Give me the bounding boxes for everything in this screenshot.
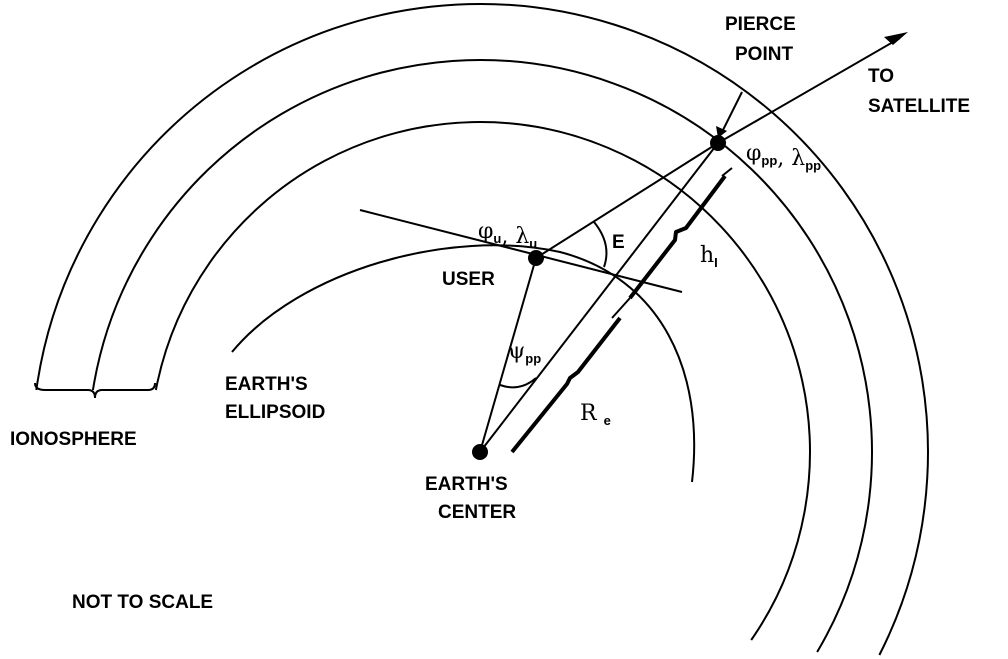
symbol: φ xyxy=(746,141,761,166)
arrowhead xyxy=(884,32,908,45)
radius-bracket xyxy=(510,316,622,454)
subscript: u xyxy=(493,231,501,246)
radius-label: R e xyxy=(580,401,611,428)
subscript: pp xyxy=(805,158,821,173)
label: USER xyxy=(442,269,495,290)
label: IONOSPHERE xyxy=(10,429,137,450)
ionosphere-arc xyxy=(35,3,929,656)
subscript: I xyxy=(714,255,718,270)
user-dot xyxy=(528,250,544,266)
pierce-point-dot xyxy=(710,135,726,151)
symbol: φ xyxy=(478,219,493,244)
label: CENTER xyxy=(438,502,516,523)
label: POINT xyxy=(735,44,793,65)
psi-angle-arc xyxy=(499,377,537,389)
earth-ellipsoid xyxy=(231,244,696,483)
ionosphere-arc xyxy=(91,59,873,653)
tangent-line xyxy=(359,209,683,293)
center-dot xyxy=(472,444,488,460)
user-to-pierce-line xyxy=(535,142,719,259)
elevation-angle-arc xyxy=(593,221,608,268)
satellite-line xyxy=(717,37,901,144)
ionosphere-brace xyxy=(34,382,156,399)
user-coords: φu, λu xyxy=(478,219,537,251)
ionosphere-arc xyxy=(154,121,811,641)
bracket-ticks xyxy=(611,167,733,319)
pointer-head xyxy=(716,126,727,138)
subscript: u xyxy=(529,236,537,251)
height-bracket xyxy=(628,174,727,300)
label: PIERCE xyxy=(725,14,796,35)
symbol: , λ xyxy=(777,146,805,171)
symbol: h xyxy=(700,243,714,268)
center-to-user-line xyxy=(479,257,537,453)
label: E xyxy=(612,232,625,253)
label: NOT TO SCALE xyxy=(72,592,213,613)
psi-label: ψpp xyxy=(508,339,541,366)
label: ELLIPSOID xyxy=(225,402,325,423)
center-to-pierce-line xyxy=(479,142,719,453)
label: TO xyxy=(868,66,894,87)
label: EARTH'S xyxy=(425,474,508,495)
label: SATELLITE xyxy=(868,96,970,117)
pierce-pointer xyxy=(721,91,743,133)
label: EARTH'S xyxy=(225,374,308,395)
subscript: pp xyxy=(761,153,777,168)
pierce-coords: φpp, λpp xyxy=(746,141,821,173)
symbol: ψ xyxy=(508,339,525,364)
ionosphere-arcs xyxy=(35,3,929,656)
subscript: e xyxy=(604,413,611,428)
symbol: , λ xyxy=(501,224,529,249)
height-label: hI xyxy=(700,243,718,270)
subscript: pp xyxy=(525,351,541,366)
symbol: R xyxy=(580,401,604,426)
